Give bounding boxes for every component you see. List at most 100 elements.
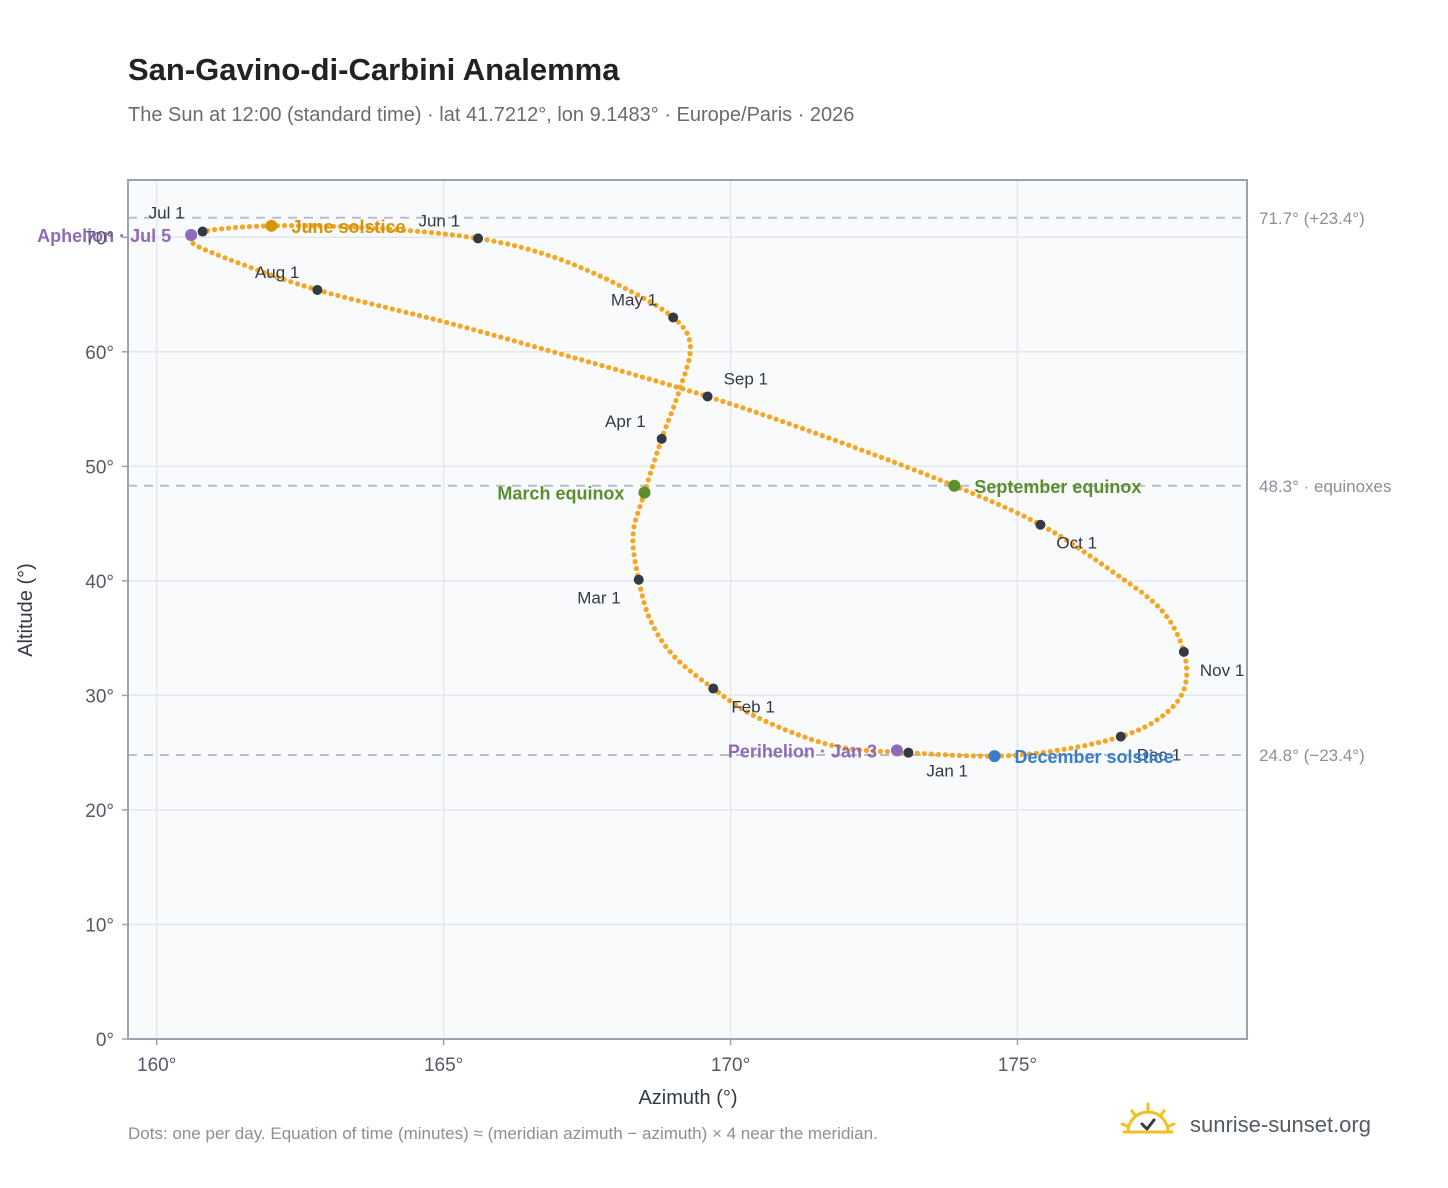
daily-sun-dot: [1170, 703, 1176, 710]
daily-sun-dot: [698, 677, 705, 683]
daily-sun-dot: [437, 318, 443, 324]
daily-sun-dot: [1002, 504, 1008, 510]
daily-sun-dot: [898, 462, 904, 468]
daily-sun-dot: [599, 363, 605, 369]
daily-sun-dot: [1047, 748, 1053, 755]
daily-sun-dot: [1127, 581, 1133, 587]
daily-sun-dot: [1046, 526, 1052, 533]
daily-sun-dot: [1133, 585, 1139, 591]
daily-sun-dot: [1183, 658, 1189, 664]
daily-sun-dot: [261, 270, 267, 276]
daily-sun-dot: [639, 497, 645, 503]
daily-sun-dot: [654, 450, 660, 456]
daily-sun-dot: [1081, 549, 1087, 555]
daily-sun-dot: [324, 223, 330, 229]
daily-sun-dot: [872, 452, 878, 458]
chart-subtitle: The Sun at 12:00 (standard time) · lat 4…: [128, 104, 855, 126]
daily-sun-dot: [511, 243, 518, 249]
daily-sun-dot: [663, 643, 669, 650]
y-tick-label: 20°: [85, 801, 114, 822]
daily-sun-dot: [421, 229, 428, 235]
daily-sun-dot: [545, 347, 551, 353]
event-markers: March equinox June solstice September equi…: [37, 217, 1173, 767]
daily-sun-dot: [289, 223, 295, 229]
daily-sun-dot: [680, 386, 686, 392]
daily-sun-dot: [338, 223, 344, 230]
daily-sun-dot: [477, 329, 484, 335]
daily-sun-dot: [687, 344, 694, 350]
event-marker-label: December solstice: [1015, 747, 1174, 767]
daily-sun-dot: [989, 499, 995, 505]
daily-sun-dot: [892, 459, 898, 465]
daily-sun-dot: [1121, 577, 1127, 583]
daily-sun-dot: [911, 467, 917, 473]
daily-sun-dot: [606, 364, 612, 371]
daily-sun-dot: [878, 454, 885, 460]
daily-sun-dot: [196, 244, 202, 250]
daily-sun-dot: [639, 593, 645, 599]
daily-sun-dot: [1068, 745, 1074, 751]
daily-sun-dot: [1136, 727, 1142, 733]
daily-sun-dot: [1159, 608, 1165, 614]
daily-sun-dot: [450, 321, 457, 327]
daily-sun-dot: [646, 376, 652, 382]
daily-sun-dot: [394, 227, 400, 233]
daily-sun-dot: [457, 323, 463, 329]
daily-sun-dot: [1171, 625, 1177, 631]
daily-sun-dot: [663, 424, 669, 430]
daily-sun-dot: [630, 538, 636, 544]
daily-sun-dot: [686, 388, 693, 394]
daily-sun-dot: [667, 649, 673, 655]
daily-sun-dot: [687, 668, 694, 674]
daily-sun-dot: [317, 223, 323, 229]
daily-sun-dot: [1184, 665, 1190, 671]
daily-sun-dot: [843, 745, 849, 751]
daily-sun-dot: [630, 531, 636, 537]
daily-sun-dot: [484, 330, 490, 336]
daily-sun-dot: [1064, 537, 1070, 543]
daily-sun-dot: [660, 380, 666, 386]
daily-sun-dot: [525, 246, 531, 252]
brand-name[interactable]: sunrise-sunset.org: [1190, 1112, 1371, 1137]
daily-sun-dot: [885, 457, 891, 463]
daily-sun-dot: [373, 225, 379, 231]
daily-sun-dot: [491, 238, 497, 244]
daily-sun-dot: [963, 753, 970, 759]
daily-sun-dot: [856, 747, 863, 753]
daily-sun-dot: [382, 304, 389, 310]
daily-sun-dot: [918, 469, 924, 475]
y-tick-label: 60°: [85, 343, 114, 364]
daily-sun-dot: [1165, 708, 1171, 715]
daily-sun-dot: [310, 223, 316, 229]
daily-sun-dot: [852, 445, 858, 451]
daily-sun-dot: [757, 715, 763, 722]
month-marker: [656, 433, 667, 444]
daily-sun-dot: [727, 698, 733, 704]
daily-sun-dot: [877, 748, 884, 754]
daily-sun-dot: [1177, 638, 1183, 644]
daily-sun-dot: [744, 709, 750, 715]
daily-sun-dot: [1075, 744, 1081, 750]
daily-sun-dot: [928, 751, 935, 757]
brand-link[interactable]: sunrise-sunset.org: [1120, 1102, 1390, 1146]
y-tick-label: 70°: [85, 228, 114, 249]
daily-sun-dot: [215, 252, 221, 258]
daily-sun-dot: [1040, 749, 1046, 756]
daily-sun-dot: [773, 416, 779, 422]
daily-sun-dot: [1138, 589, 1145, 595]
month-marker: [708, 683, 719, 694]
daily-sun-dot: [713, 396, 719, 402]
daily-sun-dot: [738, 705, 744, 712]
daily-sun-dot: [643, 606, 649, 613]
daily-sun-dot: [684, 330, 690, 336]
daily-sun-dot: [209, 250, 215, 256]
daily-sun-dot: [682, 371, 688, 377]
daily-sun-dot: [348, 296, 354, 302]
month-marker: [197, 226, 208, 237]
month-marker: [1178, 646, 1189, 657]
daily-sun-dot: [565, 353, 571, 359]
daily-sun-dot: [296, 223, 302, 229]
daily-sun-dot: [652, 457, 658, 463]
daily-sun-dot: [1154, 603, 1161, 609]
